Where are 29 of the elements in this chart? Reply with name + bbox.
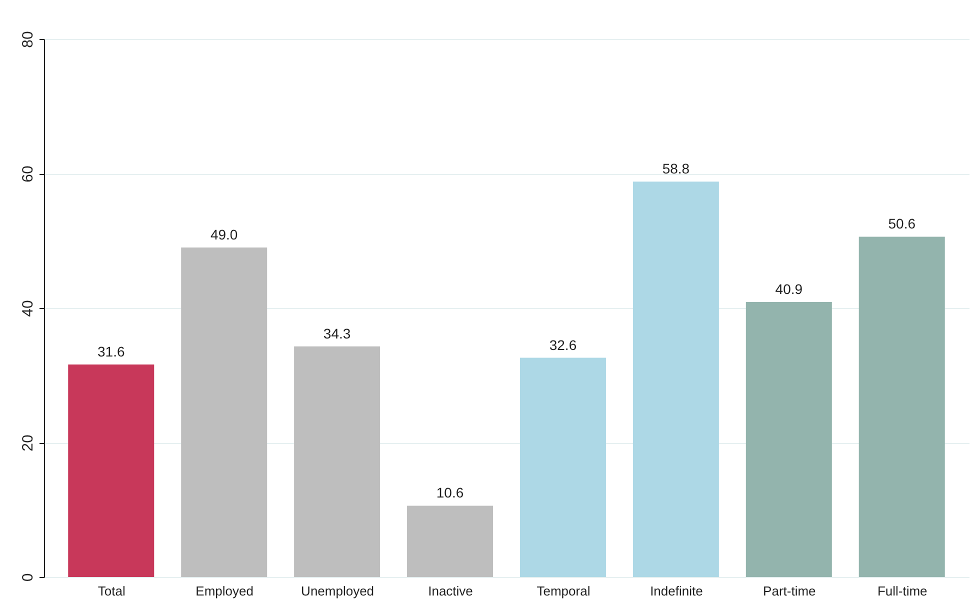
bar (746, 302, 832, 577)
x-tick-label: Part-time (763, 584, 816, 598)
x-tick-label: Total (98, 584, 126, 598)
data-label: 49.0 (210, 226, 238, 242)
bar (294, 346, 380, 577)
data-label: 31.6 (98, 343, 125, 360)
data-label: 50.6 (888, 216, 916, 232)
data-label: 10.6 (436, 484, 464, 501)
y-tick-label: 60 (20, 166, 36, 182)
data-label: 34.3 (323, 325, 351, 342)
x-tick-label: Full-time (877, 584, 928, 598)
y-tick-label: 80 (20, 31, 36, 48)
x-tick-label: Indefinite (650, 584, 703, 598)
bar (858, 236, 945, 577)
bar (68, 364, 154, 577)
x-tick-label: Inactive (428, 584, 473, 598)
y-tick-label: 20 (20, 434, 36, 452)
x-tick-label: Unemployed (301, 584, 374, 598)
bar (181, 247, 268, 577)
y-tick-label: 0 (20, 573, 36, 582)
bar (520, 358, 606, 577)
data-label: 40.9 (775, 280, 803, 297)
data-label: 58.8 (662, 160, 690, 177)
bar (407, 506, 494, 577)
x-tick-label: Temporal (536, 584, 590, 598)
data-label: 32.6 (549, 336, 577, 353)
y-tick-label: 40 (20, 300, 36, 317)
x-tick-label: Employed (196, 584, 254, 598)
bar (632, 182, 719, 577)
